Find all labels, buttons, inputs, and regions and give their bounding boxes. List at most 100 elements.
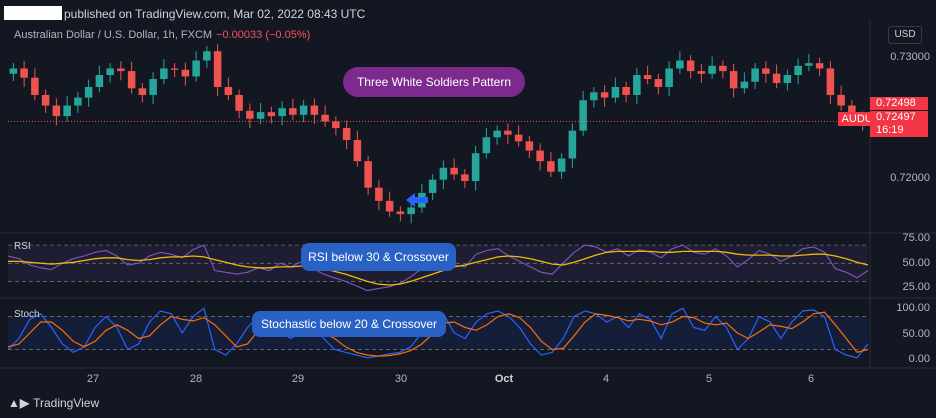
candle: [375, 180, 383, 211]
candle-body: [579, 100, 587, 131]
rsi-annotation[interactable]: RSI below 30 & Crossover: [301, 243, 456, 271]
candle-body: [708, 65, 716, 74]
candle-body: [321, 114, 329, 122]
candle-body: [686, 60, 695, 72]
candle-body: [213, 51, 222, 87]
candle: [192, 51, 200, 82]
candle: [84, 79, 93, 107]
candle-body: [310, 105, 319, 115]
candle-body: [805, 63, 813, 66]
candle: [396, 206, 405, 222]
candle-body: [600, 92, 609, 98]
candle-body: [719, 65, 727, 72]
candle: [708, 56, 716, 80]
candle: [332, 116, 340, 136]
candle: [633, 67, 641, 105]
x-tick-label: 5: [705, 373, 713, 385]
footer-brand-label: TradingView: [33, 396, 100, 410]
candle: [95, 65, 104, 93]
candle: [160, 59, 168, 85]
candle: [525, 135, 534, 158]
candle: [772, 64, 781, 89]
candle-body: [471, 153, 480, 182]
candle-body: [385, 200, 394, 212]
candle: [63, 96, 71, 122]
candle: [353, 130, 362, 167]
candle: [568, 123, 577, 168]
currency-button[interactable]: USD: [888, 26, 922, 44]
x-tick-label: 30: [394, 373, 408, 385]
candle: [278, 100, 286, 126]
candle: [299, 100, 308, 123]
candle-body: [289, 108, 297, 115]
candle: [493, 125, 501, 145]
candle-body: [622, 86, 630, 95]
candle: [837, 85, 845, 111]
stoch-tick-label: 100.00: [896, 302, 930, 314]
candle-body: [493, 130, 501, 138]
candle: [719, 60, 727, 79]
candle-body: [267, 112, 276, 117]
candle-body: [751, 68, 759, 82]
candle: [686, 55, 695, 79]
candle-body: [256, 112, 265, 119]
candle: [450, 158, 458, 180]
grid-lines: [0, 20, 936, 369]
symbol-name: Australian Dollar / U.S. Dollar, 1h, FXC…: [14, 29, 213, 41]
publish-info: published on TradingView.com, Mar 02, 20…: [4, 6, 365, 21]
candle-body: [95, 75, 104, 87]
stoch-annotation[interactable]: Stochastic below 20 & Crossover: [252, 311, 446, 337]
candle: [654, 73, 663, 95]
candle: [138, 83, 147, 103]
candle: [643, 65, 652, 85]
candle: [536, 143, 544, 171]
candle: [127, 61, 136, 94]
candle-body: [117, 68, 125, 72]
publish-text: published on TradingView.com, Mar 02, 20…: [64, 7, 366, 21]
symbol-legend[interactable]: Australian Dollar / U.S. Dollar, 1h, FXC…: [14, 29, 310, 41]
candle-body: [364, 161, 372, 188]
candle-body: [697, 71, 706, 74]
candle-body: [461, 174, 469, 182]
current-price-tag: 0.72497: [870, 111, 928, 124]
candle-body: [127, 71, 136, 89]
candle-body: [31, 77, 39, 95]
rsi-label[interactable]: RSI: [14, 241, 31, 252]
candle-body: [482, 137, 491, 154]
candle-body: [450, 167, 458, 175]
candle-body: [332, 121, 340, 129]
candle-body: [278, 108, 286, 117]
candle: [20, 61, 28, 87]
candle: [364, 155, 372, 195]
candle-body: [643, 75, 652, 80]
candle: [310, 98, 319, 125]
rsi-tick-label: 75.00: [902, 232, 930, 244]
candle: [41, 89, 50, 113]
candle-body: [170, 68, 179, 70]
candle-body: [246, 110, 254, 119]
pattern-annotation[interactable]: Three White Soldiers Pattern: [343, 67, 525, 97]
candle: [267, 106, 276, 124]
candlestick-series: [8, 43, 868, 224]
candle: [805, 53, 813, 72]
candle-body: [504, 130, 512, 135]
candle-body: [762, 68, 770, 74]
candle: [213, 43, 222, 97]
stoch-label[interactable]: Stoch: [14, 309, 40, 320]
candle: [557, 153, 566, 180]
candle-body: [20, 68, 28, 78]
candle-body: [138, 88, 147, 95]
candle-body: [654, 79, 663, 87]
candle: [461, 169, 469, 189]
candle-body: [235, 94, 243, 111]
footer-brand: ▲▶ TradingView: [8, 396, 99, 410]
candle: [52, 98, 61, 126]
tradingview-logo-icon: ▲▶: [8, 396, 30, 410]
candle: [729, 63, 738, 98]
candle: [482, 128, 491, 159]
candle: [256, 102, 265, 125]
candle: [514, 125, 523, 147]
candle: [149, 71, 157, 105]
candle-body: [224, 86, 233, 95]
candle: [289, 98, 297, 121]
